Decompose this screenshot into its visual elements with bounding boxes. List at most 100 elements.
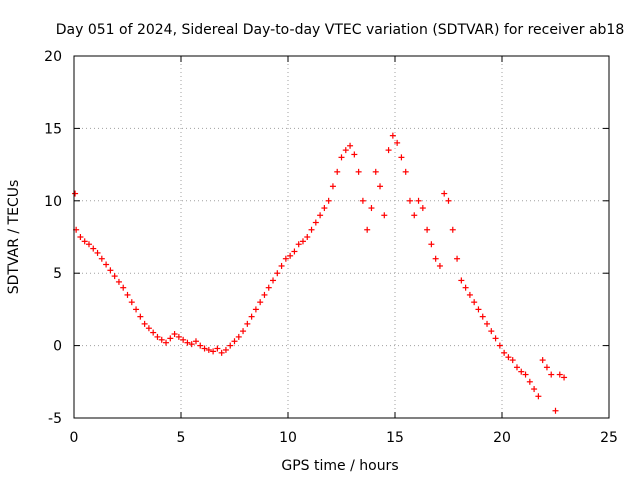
data-point bbox=[466, 291, 473, 298]
data-point bbox=[133, 306, 140, 313]
data-point bbox=[377, 183, 384, 190]
data-point bbox=[415, 197, 422, 204]
data-point bbox=[257, 299, 264, 306]
x-tick-label: 10 bbox=[279, 430, 297, 446]
data-point bbox=[282, 255, 289, 262]
data-point bbox=[475, 306, 482, 313]
data-point bbox=[321, 205, 328, 212]
data-point bbox=[488, 328, 495, 335]
data-point bbox=[188, 341, 195, 348]
data-point bbox=[145, 325, 152, 332]
data-point bbox=[522, 371, 529, 378]
x-tick-label: 15 bbox=[386, 430, 404, 446]
data-point bbox=[539, 357, 546, 364]
data-point bbox=[548, 371, 555, 378]
x-tick-label: 20 bbox=[493, 430, 511, 446]
data-point bbox=[454, 255, 461, 262]
x-tick-label: 25 bbox=[600, 430, 618, 446]
y-tick-label: 20 bbox=[44, 49, 62, 65]
data-point bbox=[154, 333, 161, 340]
data-point bbox=[411, 212, 418, 219]
y-tick-label: 0 bbox=[53, 339, 62, 355]
data-point bbox=[184, 339, 191, 346]
data-point bbox=[449, 226, 456, 233]
data-point bbox=[227, 342, 234, 349]
data-point bbox=[120, 284, 127, 291]
data-point bbox=[291, 248, 298, 255]
data-point bbox=[295, 241, 302, 248]
data-point bbox=[270, 277, 277, 284]
data-point bbox=[406, 197, 413, 204]
data-point bbox=[351, 151, 358, 158]
data-point bbox=[111, 273, 118, 280]
data-point bbox=[171, 331, 178, 338]
data-point bbox=[201, 345, 208, 352]
data-point bbox=[167, 335, 174, 342]
data-point bbox=[428, 241, 435, 248]
data-point bbox=[329, 183, 336, 190]
data-point bbox=[94, 249, 101, 256]
data-point bbox=[543, 364, 550, 371]
data-point bbox=[235, 333, 242, 340]
data-point bbox=[432, 255, 439, 262]
y-tick-label: -5 bbox=[48, 411, 62, 427]
data-point bbox=[317, 212, 324, 219]
data-point bbox=[389, 132, 396, 139]
data-point bbox=[124, 291, 131, 298]
data-point bbox=[509, 357, 516, 364]
data-point bbox=[424, 226, 431, 233]
data-point bbox=[364, 226, 371, 233]
y-tick-label: 10 bbox=[44, 194, 62, 210]
data-point bbox=[218, 349, 225, 356]
data-point bbox=[556, 371, 563, 378]
data-point bbox=[398, 154, 405, 161]
data-point bbox=[98, 255, 105, 262]
data-point bbox=[141, 320, 148, 327]
data-point bbox=[180, 336, 187, 343]
data-point bbox=[175, 333, 182, 340]
data-point bbox=[312, 219, 319, 226]
data-point bbox=[359, 197, 366, 204]
data-point bbox=[231, 338, 238, 345]
x-tick-label: 5 bbox=[177, 430, 186, 446]
data-point bbox=[90, 245, 97, 252]
data-point bbox=[513, 364, 520, 371]
data-point bbox=[492, 335, 499, 342]
data-point bbox=[72, 190, 79, 197]
data-point bbox=[252, 306, 259, 313]
data-point bbox=[505, 354, 512, 361]
data-point bbox=[402, 168, 409, 175]
data-point bbox=[214, 345, 221, 352]
data-marks bbox=[72, 132, 568, 414]
data-point bbox=[342, 147, 349, 154]
data-point bbox=[479, 313, 486, 320]
data-point bbox=[128, 299, 135, 306]
data-point bbox=[419, 205, 426, 212]
data-point bbox=[381, 212, 388, 219]
data-point bbox=[334, 168, 341, 175]
data-point bbox=[115, 278, 122, 285]
data-point bbox=[278, 262, 285, 269]
data-point bbox=[85, 241, 92, 248]
y-tick-label: 5 bbox=[53, 266, 62, 282]
data-point bbox=[355, 168, 362, 175]
data-point bbox=[441, 190, 448, 197]
y-axis-label: SDTVAR / TECUs bbox=[6, 180, 22, 295]
data-point bbox=[77, 234, 84, 240]
data-point bbox=[158, 336, 165, 343]
data-point bbox=[103, 261, 110, 268]
data-point bbox=[518, 368, 525, 375]
data-point bbox=[222, 346, 229, 353]
data-point bbox=[205, 346, 212, 353]
data-point bbox=[372, 168, 379, 175]
data-point bbox=[210, 348, 217, 355]
data-point bbox=[458, 277, 465, 284]
data-point bbox=[462, 284, 469, 291]
data-point bbox=[265, 284, 272, 291]
data-point bbox=[308, 226, 315, 233]
data-point bbox=[531, 386, 538, 393]
x-tick-label: 0 bbox=[70, 430, 79, 446]
chart-title: Day 051 of 2024, Sidereal Day-to-day VTE… bbox=[56, 22, 625, 38]
data-point bbox=[552, 407, 559, 414]
